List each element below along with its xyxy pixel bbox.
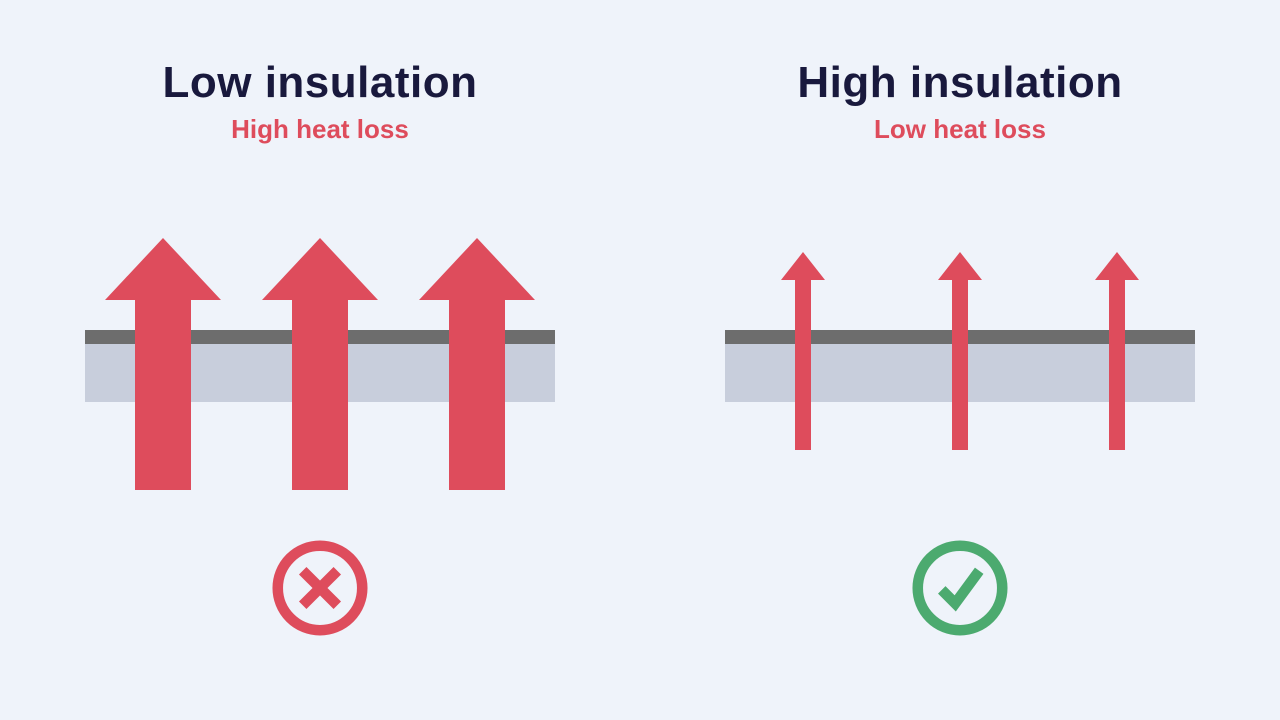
title-low: Low insulation [163, 58, 478, 108]
title-high: High insulation [797, 58, 1122, 108]
arrows-high [725, 230, 1195, 490]
check-badge-icon [912, 540, 1008, 636]
subtitle-high: Low heat loss [797, 114, 1122, 145]
heat-arrow-big [419, 238, 535, 490]
arrow-shaft [795, 280, 811, 450]
arrow-head-icon [105, 238, 221, 300]
titles-right: High insulation Low heat loss [797, 58, 1122, 145]
titles-left: Low insulation High heat loss [163, 58, 478, 145]
heat-arrow-small [781, 252, 825, 450]
heat-arrow-small [938, 252, 982, 450]
heat-arrow-big [105, 238, 221, 490]
diagram-low [85, 230, 555, 490]
arrow-shaft [292, 300, 348, 490]
arrow-head-icon [938, 252, 982, 280]
arrow-shaft [135, 300, 191, 490]
arrow-head-icon [419, 238, 535, 300]
panel-low-insulation: Low insulation High heat loss [0, 0, 640, 720]
infographic-canvas: Low insulation High heat loss [0, 0, 1280, 720]
heat-arrow-small [1095, 252, 1139, 450]
arrow-shaft [952, 280, 968, 450]
arrow-head-icon [781, 252, 825, 280]
panel-high-insulation: High insulation Low heat loss [640, 0, 1280, 720]
arrow-head-icon [1095, 252, 1139, 280]
diagram-high [725, 230, 1195, 490]
subtitle-low: High heat loss [163, 114, 478, 145]
arrow-shaft [1109, 280, 1125, 450]
arrow-head-icon [262, 238, 378, 300]
arrow-shaft [449, 300, 505, 490]
heat-arrow-big [262, 238, 378, 490]
cross-badge-icon [272, 540, 368, 636]
arrows-low [85, 230, 555, 490]
